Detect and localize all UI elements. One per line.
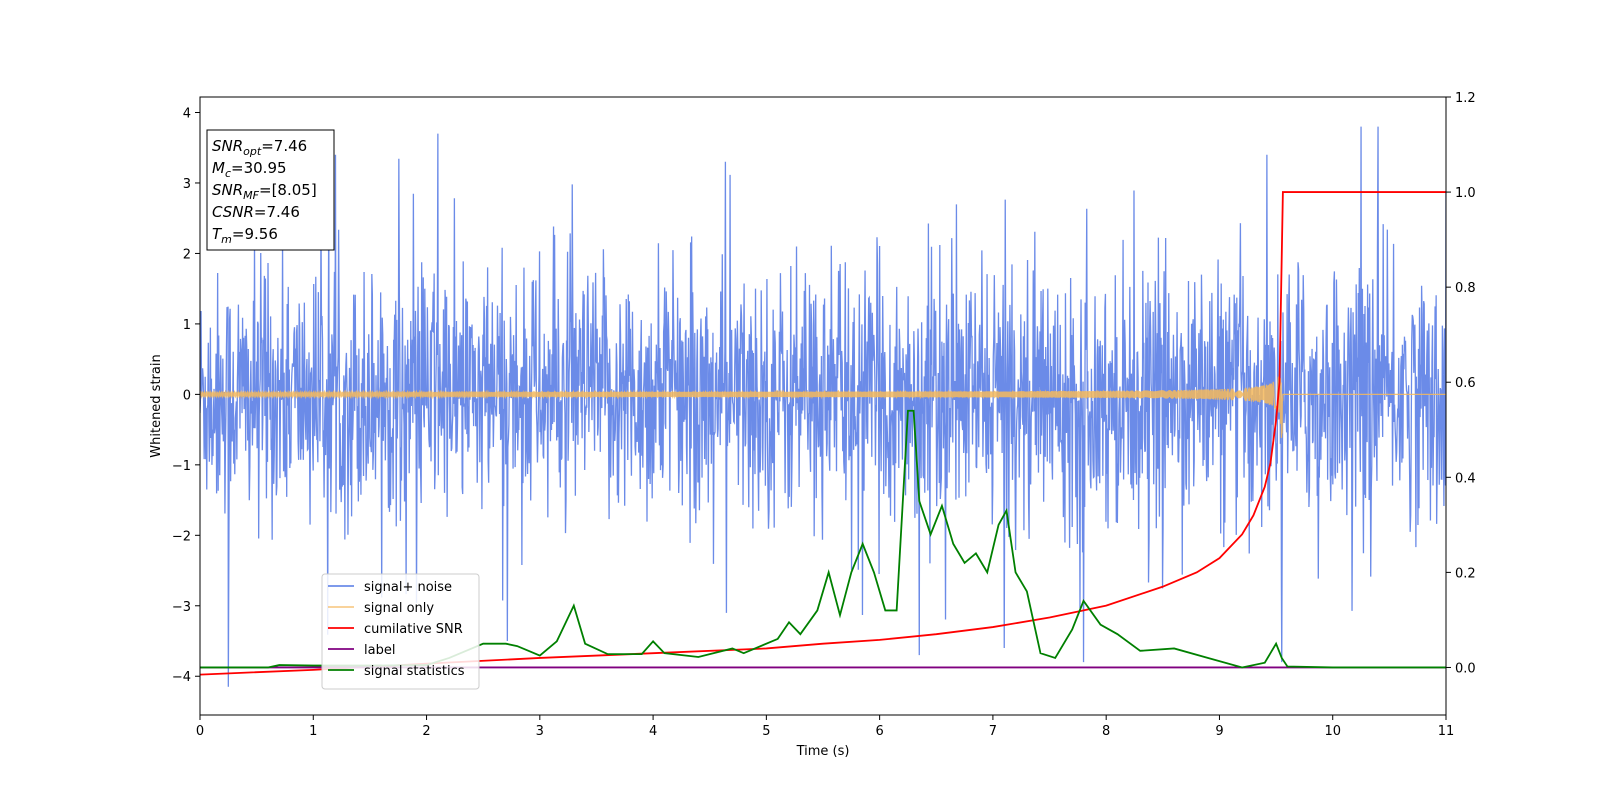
y-tick-label: −4 bbox=[172, 670, 191, 685]
info-line: Mc=30.95 bbox=[212, 159, 287, 180]
ticks-layer: 0 1 2 3 4 5 6 7 8 9 10 11 −4 −3 −2 −1 0 1 2 3 4 0.0 0.2 0.4 0.6 0… bbox=[172, 91, 1476, 739]
info-box: SNRopt=7.46Mc=30.95SNRMF=[8.05]CSNR=7.46… bbox=[206, 129, 335, 251]
x-tick-label: 10 bbox=[1324, 724, 1341, 739]
y2-tick-label: 1.2 bbox=[1455, 91, 1476, 106]
x-tick-label: 11 bbox=[1438, 724, 1455, 739]
x-axis-label: Time (s) bbox=[796, 744, 850, 759]
info-line: CSNR=7.46 bbox=[212, 203, 300, 221]
info-line: Tm=9.56 bbox=[212, 225, 278, 246]
y2-tick-label: 0.0 bbox=[1455, 661, 1476, 676]
info-box-frame bbox=[206, 129, 335, 251]
y-tick-label: −3 bbox=[172, 600, 191, 615]
legend-frame bbox=[321, 573, 480, 690]
x-tick-label: 8 bbox=[1102, 724, 1110, 739]
y-axis-label: Whitened strain bbox=[149, 354, 164, 457]
legend-entry-label: label bbox=[364, 643, 395, 658]
y2-tick-label: 0.8 bbox=[1455, 281, 1476, 296]
x-tick-label: 3 bbox=[536, 724, 544, 739]
x-tick-label: 6 bbox=[875, 724, 883, 739]
info-line: SNRopt=7.46 bbox=[212, 137, 307, 158]
x-tick-label: 2 bbox=[422, 724, 430, 739]
info-line: SNRMF=[8.05] bbox=[212, 181, 317, 202]
y-tick-label: 0 bbox=[183, 388, 191, 403]
x-tick-label: 7 bbox=[989, 724, 997, 739]
y-tick-label: 2 bbox=[183, 247, 191, 262]
x-tick-label: 1 bbox=[309, 724, 317, 739]
legend-entry-label: signal statistics bbox=[364, 664, 465, 679]
y-tick-label: −2 bbox=[172, 529, 191, 544]
legend-entry-label: signal+ noise bbox=[364, 580, 452, 595]
x-tick-label: 4 bbox=[649, 724, 657, 739]
y-tick-label: 4 bbox=[183, 107, 191, 122]
x-tick-label: 5 bbox=[762, 724, 770, 739]
x-tick-label: 0 bbox=[196, 724, 204, 739]
legend-entry-label: cumilative SNR bbox=[364, 622, 463, 637]
y-tick-label: −1 bbox=[172, 459, 191, 474]
y2-tick-label: 1.0 bbox=[1455, 186, 1476, 201]
y-tick-label: 1 bbox=[183, 318, 191, 333]
y-tick-label: 3 bbox=[183, 177, 191, 192]
legend: signal+ noise signal only cumilative SNR la… bbox=[321, 573, 480, 690]
axes-frame bbox=[199, 96, 1447, 716]
y2-tick-label: 0.4 bbox=[1455, 471, 1476, 486]
series-line-signal-only bbox=[200, 373, 1446, 438]
series-line-signal-noise bbox=[200, 126, 1446, 687]
y2-tick-label: 0.2 bbox=[1455, 566, 1476, 581]
y2-tick-label: 0.6 bbox=[1455, 376, 1476, 391]
legend-entry-label: signal only bbox=[364, 601, 434, 616]
series-line-signal-statistics bbox=[200, 409, 1446, 669]
x-tick-label: 9 bbox=[1215, 724, 1223, 739]
series-line-cumilative-snr bbox=[200, 191, 1446, 676]
